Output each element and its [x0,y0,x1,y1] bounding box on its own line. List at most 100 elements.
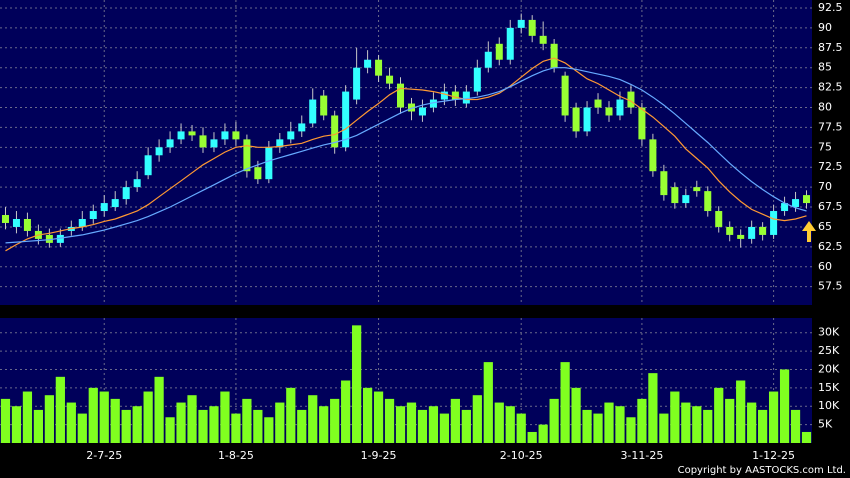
candle-body [23,218,31,231]
candle-body [100,203,108,212]
candle-body [276,139,284,148]
volume-bar [0,398,11,443]
volume-bar [88,387,98,443]
candle-body [682,195,690,204]
candle-body [254,167,262,180]
candle-body [199,135,207,148]
x-tick-label: 2-7-25 [86,449,122,462]
candle-body [309,99,317,124]
candle-body [770,211,778,235]
volume-bar [758,409,768,443]
candle-body [539,35,547,44]
y-tick-label: 77.5 [818,120,843,133]
volume-bar [352,325,362,443]
candle-body [803,195,811,204]
volume-bar [428,406,439,443]
volume-bar [154,376,164,443]
candle-body [528,19,536,36]
volume-bar [461,409,471,443]
y-tick-label: 92.5 [818,1,843,14]
candle-body [660,171,668,196]
volume-bar [220,391,230,443]
candle-body [495,43,503,60]
candle-body [287,131,295,140]
candle-body [155,147,163,156]
candle-body [166,139,174,148]
candle-body [133,179,141,188]
candle-body [440,91,448,100]
volume-bar [483,362,493,443]
volume-bar [527,431,537,443]
y-tick-label: 5K [818,418,833,431]
signal-arrow [802,221,816,242]
candle-body [56,234,64,243]
volume-bar [725,398,735,443]
volume-bar [143,391,153,443]
volume-bar [77,413,87,443]
plot-layer: 57.5 60 62.5 65 67.5 70 72.5 75 77.5 80 82.5 85 87.5… [0,0,843,462]
candle-body [1,215,9,223]
volume-bar [516,413,526,443]
candle-body [298,123,306,132]
volume-bar [187,395,197,443]
volume-bar [22,391,33,443]
volume-bar [99,391,109,443]
y-tick-label: 10K [818,399,840,412]
candle-body [506,27,514,60]
volume-bar [615,406,625,443]
volume-bar [132,406,142,443]
volume-bar [373,391,384,443]
candle-body [122,187,130,200]
volume-bar [275,402,285,443]
y-tick-label: 90 [818,21,832,34]
volume-bar [736,380,746,443]
volume-bar [472,395,482,443]
candle-body [572,107,580,132]
volume-bar [768,391,779,443]
candle-body [638,107,646,140]
y-tick-label: 70 [818,180,832,193]
volume-bar [703,409,713,443]
volume-bar [297,409,307,443]
volume-bar [417,409,428,443]
volume-bar [253,409,263,443]
y-tick-label: 82.5 [818,81,843,94]
candle-body [671,187,679,204]
volume-bar [505,406,515,443]
volume-bar [231,413,241,443]
candle-body [451,91,459,100]
candle-body [759,226,767,235]
volume-bar [747,402,757,443]
candle-body [748,226,756,239]
y-tick-label: 65 [818,220,832,233]
candle-body [649,139,657,172]
volume-bar [779,369,790,443]
x-tick-label: 1-8-25 [218,449,254,462]
candle-body [45,234,53,243]
candle-body [693,187,701,192]
candle-body [12,218,20,227]
candle-body [737,234,745,239]
candle-body [386,75,394,84]
candle-body [561,75,569,116]
volume-bar [790,409,801,443]
y-tick-label: 30K [818,326,840,339]
candle-body [232,131,240,140]
volume-bar [406,402,417,443]
volume-bar [604,402,614,443]
volume-bar [264,417,274,443]
x-tick-label: 3-11-25 [620,449,663,462]
candle-body [144,155,152,176]
volume-bar [582,409,592,443]
y-tick-label: 87.5 [818,41,843,54]
volume-bar [66,402,76,443]
candle-body [320,95,328,116]
volume-bar [44,395,54,443]
candle-body [605,107,613,116]
candle-body [616,99,624,116]
x-tick-label: 1-12-25 [752,449,795,462]
candle-body [375,59,383,76]
volume-bar [560,362,570,443]
candle-body [429,99,437,108]
